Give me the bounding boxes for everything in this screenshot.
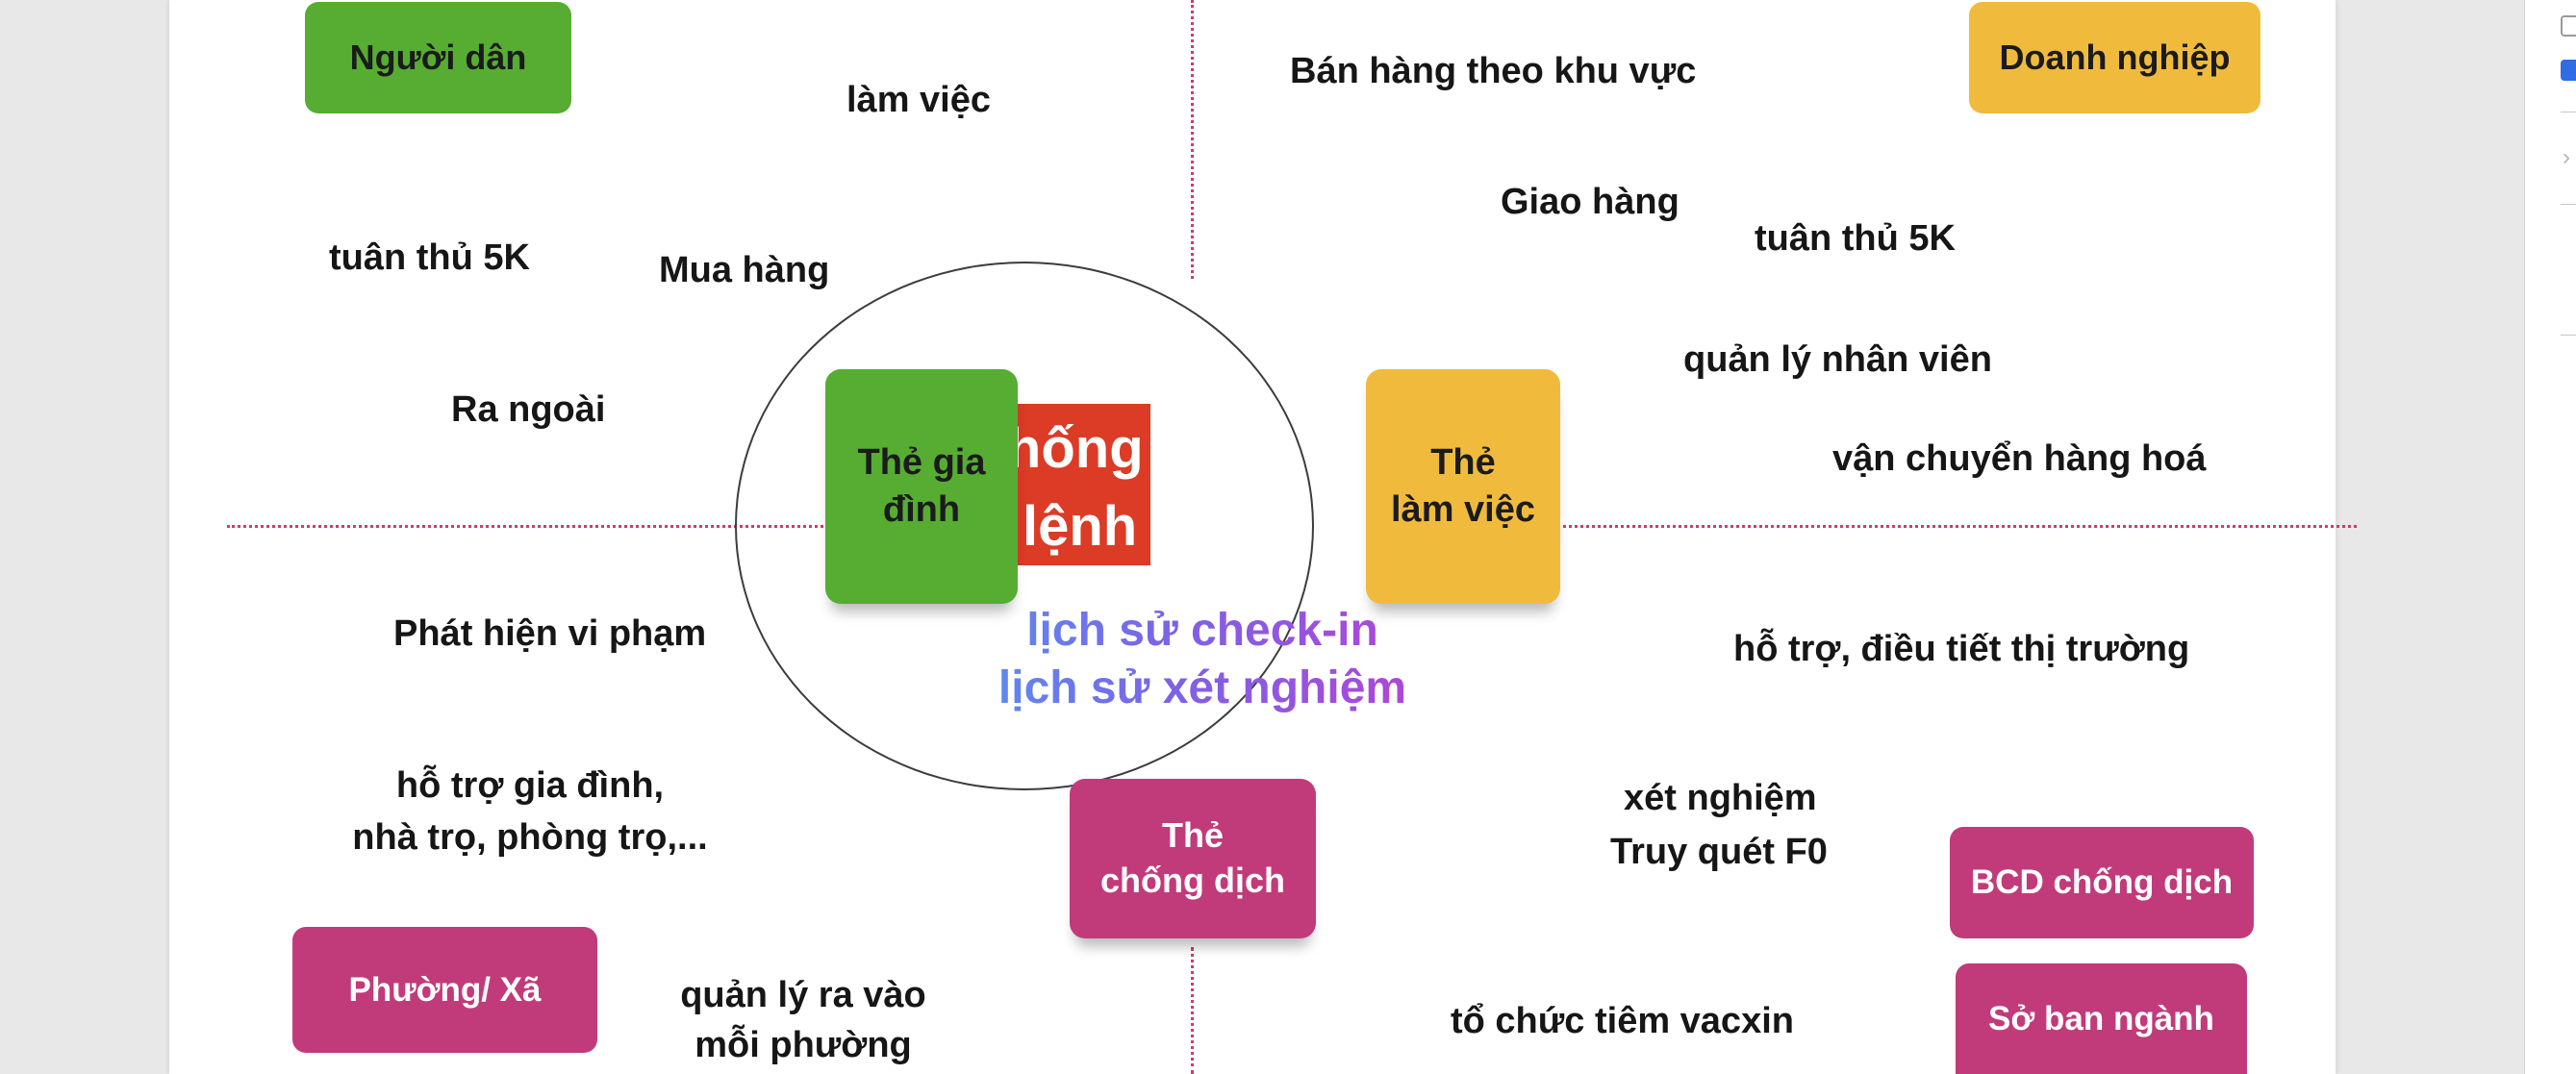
work-card: Thẻ làm việc: [1366, 369, 1560, 604]
label-ho-tro-line2: nhà trọ, phòng trọ,...: [352, 816, 708, 858]
chevron-right-icon[interactable]: ›: [2563, 144, 2570, 170]
label-van-chuyen: vận chuyển hàng hoá: [1832, 438, 2207, 479]
anti-epidemic-card-line2: chống dịch: [1100, 861, 1285, 900]
side-panel: [2524, 0, 2576, 1074]
label-truy-quet-f0: Truy quét F0: [1610, 832, 1828, 872]
panel-separator-2: [2561, 204, 2576, 205]
family-card-line1: Thẻ gia: [857, 441, 986, 483]
label-ho-tro-gia-dinh: hỗ trợ gia đình, nhà trọ, phòng trọ,...: [337, 761, 723, 864]
anti-epidemic-card: Thẻ chống dịch: [1070, 779, 1316, 938]
history-testing: lịch sử xét nghiệm: [972, 662, 1433, 714]
role-business: Doanh nghiệp: [1969, 2, 2260, 113]
role-ward: Phường/ Xã: [292, 927, 597, 1053]
work-card-line1: Thẻ: [1430, 441, 1496, 483]
label-quan-ly-ra-vao: quản lý ra vào mỗi phường: [664, 970, 943, 1071]
work-card-line2: làm việc: [1391, 489, 1535, 530]
role-bcd: BCD chống dịch: [1950, 827, 2254, 938]
label-quan-ly-nhan-vien: quản lý nhân viên: [1683, 339, 1992, 380]
checkbox-1[interactable]: [2561, 15, 2576, 37]
vertical-divider-top: [1191, 0, 1194, 279]
horizontal-divider-left: [227, 525, 823, 528]
role-citizen: Người dân: [305, 2, 571, 113]
panel-separator-3: [2561, 335, 2576, 336]
checkbox-2[interactable]: [2561, 60, 2576, 81]
history-checkin: lịch sử check-in: [972, 604, 1433, 657]
label-lam-viec: làm việc: [846, 80, 991, 120]
label-ra-ngoai: Ra ngoài: [451, 389, 606, 430]
vertical-divider-bottom: [1191, 947, 1194, 1074]
label-tiem-vacxin: tổ chức tiêm vacxin: [1451, 1001, 1794, 1041]
label-giao-hang: Giao hàng: [1501, 182, 1679, 222]
center-circle: [735, 262, 1314, 790]
label-quan-ly-ra-vao-line2: mỗi phường: [695, 1025, 912, 1066]
label-tuan-thu-5k-right: tuân thủ 5K: [1755, 218, 1956, 259]
family-card: Thẻ gia đình: [825, 369, 1018, 604]
label-quan-ly-ra-vao-line1: quản lý ra vào: [680, 975, 926, 1015]
family-card-line2: đình: [882, 489, 961, 530]
label-mua-hang: Mua hàng: [659, 250, 830, 290]
label-ho-tro-thi-truong: hỗ trợ, điều tiết thị trường: [1733, 629, 2190, 669]
label-ban-hang: Bán hàng theo khu vực: [1290, 51, 1697, 91]
label-tuan-thu-5k-left: tuân thủ 5K: [329, 237, 530, 278]
label-ho-tro-line1: hỗ trợ gia đình,: [395, 765, 665, 806]
label-phat-hien-vi-pham: Phát hiện vi phạm: [393, 613, 707, 654]
role-department: Sở ban ngành: [1956, 963, 2247, 1074]
horizontal-divider-right: [1563, 525, 2357, 528]
label-xet-nghiem: xét nghiệm: [1624, 778, 1817, 818]
anti-epidemic-card-line1: Thẻ: [1161, 815, 1224, 856]
